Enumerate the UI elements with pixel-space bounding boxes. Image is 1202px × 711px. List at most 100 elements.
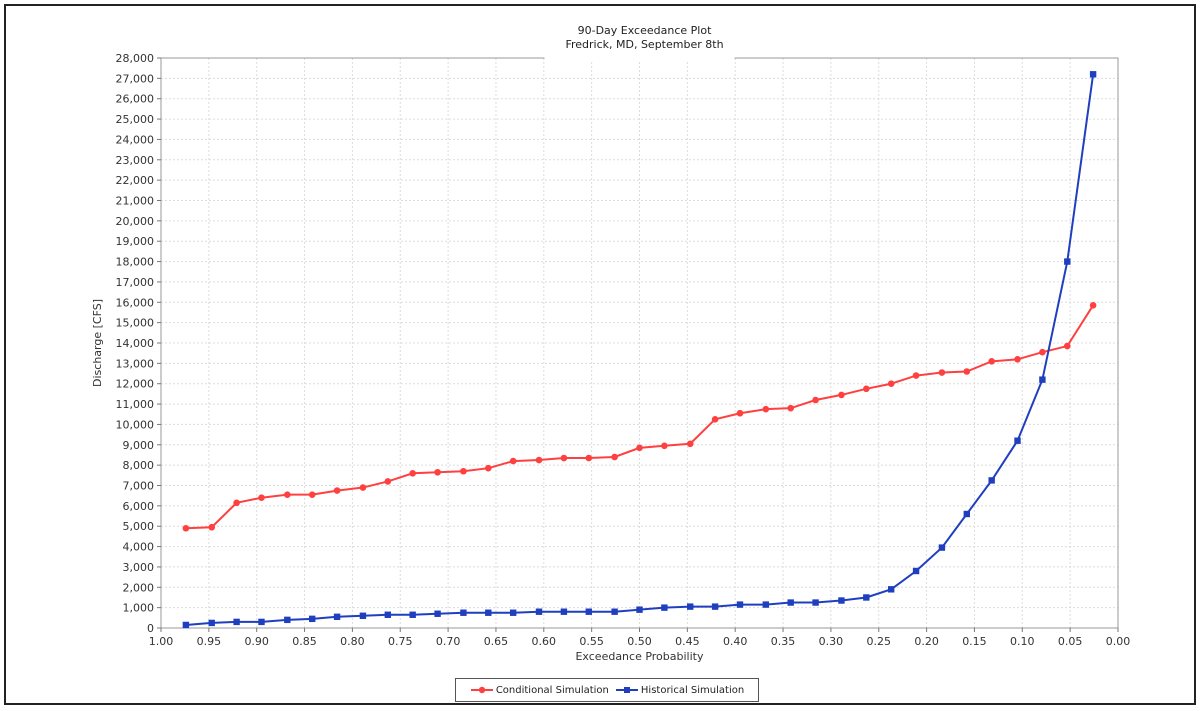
x-axis-ticks: 1.00 0.95 0.90 0.85 0.80 0.75 0.70 0.65 0.60 0.55…: [149, 628, 1130, 648]
data-point-conditional-simulation: [636, 444, 643, 452]
data-point-conditional-simulation: [333, 487, 341, 494]
x-tick-label: 0.95: [197, 635, 222, 648]
data-point-conditional-simulation: [384, 478, 392, 485]
data-point-historical-simulation: [1089, 71, 1097, 78]
data-point-historical-simulation: [208, 619, 215, 627]
legend-item-conditional: Conditional Simulation: [470, 684, 609, 696]
x-tick-label: 0.25: [867, 635, 892, 648]
y-tick-label: 26,000: [116, 93, 155, 106]
y-tick-label: 23,000: [116, 154, 155, 167]
data-point-conditional-simulation: [988, 358, 995, 365]
data-point-conditional-simulation: [1014, 355, 1021, 363]
y-tick-label: 20,000: [116, 215, 155, 228]
data-point-conditional-simulation: [434, 468, 441, 476]
x-tick-label: 0.35: [771, 635, 796, 648]
data-point-historical-simulation: [787, 599, 794, 606]
data-point-conditional-simulation: [182, 524, 190, 532]
legend: Conditional Simulation Historical Simula…: [455, 678, 759, 702]
y-tick-label: 7,000: [123, 480, 155, 493]
data-point-historical-simulation: [938, 544, 946, 551]
data-point-conditional-simulation: [812, 396, 819, 404]
data-point-historical-simulation: [258, 618, 265, 626]
data-point-conditional-simulation: [736, 409, 744, 417]
y-tick-label: 8,000: [123, 459, 155, 472]
y-tick-label: 3,000: [123, 561, 155, 574]
data-point-historical-simulation: [863, 594, 870, 601]
x-tick-label: 0.60: [532, 635, 557, 648]
data-point-conditional-simulation: [711, 416, 719, 423]
data-point-historical-simulation: [636, 606, 643, 613]
x-tick-label: 0.85: [292, 635, 317, 648]
y-tick-label: 22,000: [116, 174, 155, 187]
y-tick-label: 10,000: [116, 418, 155, 431]
data-point-conditional-simulation: [484, 464, 492, 472]
y-tick-label: 16,000: [116, 296, 155, 309]
data-point-historical-simulation: [887, 586, 895, 593]
data-point-conditional-simulation: [208, 523, 216, 531]
data-point-historical-simulation: [711, 603, 719, 610]
data-point-conditional-simulation: [762, 405, 770, 413]
data-point-historical-simulation: [284, 616, 291, 624]
y-tick-label: 0: [147, 622, 154, 635]
x-tick-label: 0.75: [388, 635, 413, 648]
data-point-historical-simulation: [661, 604, 668, 611]
data-point-historical-simulation: [485, 609, 492, 616]
x-tick-label: 0.15: [962, 635, 987, 648]
x-tick-label: 0.90: [244, 635, 269, 648]
x-axis-label: Exceedance Probability: [575, 650, 703, 663]
data-point-historical-simulation: [611, 608, 618, 615]
title-background: [544, 20, 735, 62]
data-point-conditional-simulation: [585, 454, 593, 462]
data-point-historical-simulation: [585, 608, 592, 615]
chart-subtitle: Fredrick, MD, September 8th: [565, 38, 723, 51]
y-tick-label: 6,000: [123, 500, 155, 513]
x-tick-label: 0.20: [914, 635, 939, 648]
data-point-conditional-simulation: [509, 457, 517, 465]
data-point-conditional-simulation: [686, 440, 694, 448]
data-point-historical-simulation: [736, 601, 744, 608]
x-tick-label: 0.65: [484, 635, 509, 648]
grid: [160, 57, 1119, 629]
data-point-conditional-simulation: [284, 491, 291, 498]
y-tick-label: 18,000: [116, 256, 155, 269]
data-point-historical-simulation: [1064, 258, 1071, 265]
y-tick-label: 9,000: [123, 439, 155, 452]
data-point-historical-simulation: [384, 611, 392, 618]
x-tick-label: 0.05: [1058, 635, 1083, 648]
data-point-conditional-simulation: [308, 491, 316, 498]
y-tick-label: 12,000: [116, 378, 155, 391]
data-point-historical-simulation: [309, 615, 316, 623]
y-tick-label: 19,000: [116, 235, 155, 248]
data-point-conditional-simulation: [258, 494, 265, 502]
y-axis-label: Discharge [CFS]: [91, 299, 104, 387]
data-point-conditional-simulation: [535, 456, 543, 464]
data-point-historical-simulation: [912, 567, 920, 575]
y-tick-label: 14,000: [116, 337, 155, 350]
y-tick-label: 25,000: [116, 113, 155, 126]
data-point-historical-simulation: [509, 609, 517, 616]
x-tick-label: 0.30: [819, 635, 844, 648]
y-tick-label: 13,000: [116, 357, 155, 370]
data-point-conditional-simulation: [1063, 342, 1071, 350]
y-tick-label: 15,000: [116, 317, 155, 330]
data-point-conditional-simulation: [661, 442, 668, 450]
data-point-historical-simulation: [1039, 376, 1046, 383]
y-tick-label: 1,000: [123, 602, 155, 615]
data-point-historical-simulation: [838, 597, 845, 604]
data-point-conditional-simulation: [460, 467, 467, 475]
y-tick-label: 4,000: [123, 541, 155, 554]
data-point-historical-simulation: [460, 609, 467, 616]
legend-swatch-circle: [470, 686, 493, 694]
legend-label-conditional: Conditional Simulation: [495, 684, 609, 696]
chart-title: 90-Day Exceedance Plot: [578, 24, 712, 37]
x-tick-label: 0.50: [627, 635, 652, 648]
data-point-conditional-simulation: [611, 453, 618, 461]
series-layer: [182, 71, 1097, 629]
y-tick-label: 21,000: [116, 195, 155, 208]
x-tick-label: 0.45: [675, 635, 700, 648]
chart-frame: 1.00 0.95 0.90 0.85 0.80 0.75 0.70 0.65 0.60 0.55…: [4, 4, 1196, 705]
x-tick-label: 0.55: [579, 635, 604, 648]
data-point-conditional-simulation: [838, 391, 845, 399]
y-tick-label: 11,000: [116, 398, 155, 411]
data-point-historical-simulation: [409, 611, 416, 618]
